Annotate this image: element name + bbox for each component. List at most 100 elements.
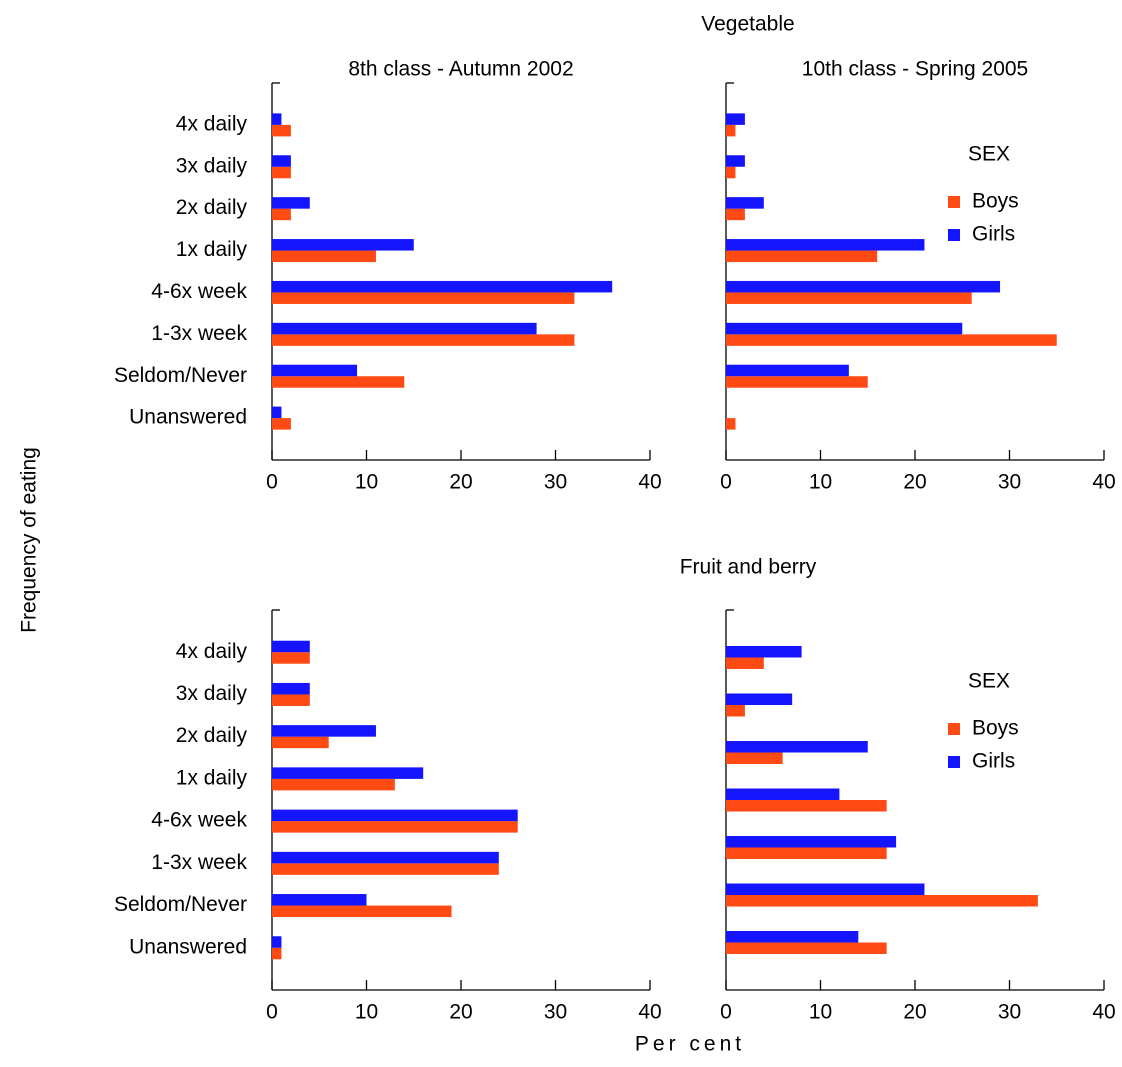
legend-swatch	[948, 756, 960, 768]
x-tick-label: 0	[720, 471, 732, 494]
legend-label: Boys	[972, 190, 1019, 213]
section-title: Vegetable	[701, 13, 794, 36]
bar	[726, 847, 887, 859]
bar	[272, 250, 376, 263]
x-tick-label: 20	[903, 471, 926, 494]
legend-swatch	[948, 196, 960, 208]
category-label: 4-6x week	[151, 280, 247, 303]
bar	[272, 322, 537, 335]
x-tick-label: 0	[720, 1001, 732, 1024]
bar	[272, 376, 405, 388]
bar	[272, 905, 452, 918]
bar	[272, 364, 358, 377]
y-axis-label: Frequency of eating	[18, 447, 41, 633]
legend-label: Boys	[972, 717, 1019, 740]
x-tick-label: 20	[449, 1001, 472, 1024]
bar	[272, 113, 282, 125]
bar	[272, 767, 424, 779]
bar	[272, 652, 310, 664]
category-label: 4x daily	[176, 112, 248, 135]
bar	[726, 364, 849, 377]
bar	[272, 334, 575, 346]
bar	[272, 725, 376, 737]
x-tick-label: 40	[1092, 471, 1115, 494]
bar	[272, 418, 291, 430]
x-tick-label: 40	[638, 1001, 661, 1024]
bar	[726, 693, 793, 705]
bar	[272, 778, 395, 791]
category-label: 1x daily	[176, 766, 248, 789]
bar	[726, 280, 1001, 293]
bar	[726, 788, 840, 800]
bar	[726, 646, 802, 658]
bar	[726, 250, 878, 263]
bar	[272, 936, 282, 948]
x-tick-label: 10	[809, 471, 832, 494]
category-label: 3x daily	[176, 154, 248, 177]
x-tick-label: 40	[1092, 1001, 1115, 1024]
bar	[726, 931, 859, 943]
x-tick-label: 30	[998, 471, 1021, 494]
bar	[272, 736, 329, 749]
category-label: 2x daily	[176, 196, 248, 219]
bar	[272, 197, 310, 209]
bar	[272, 292, 575, 304]
x-tick-label: 0	[266, 1001, 278, 1024]
bar	[272, 947, 282, 960]
bar	[272, 406, 282, 419]
x-tick-label: 30	[544, 471, 567, 494]
bar	[272, 851, 499, 864]
x-axis-label: Per cent	[635, 1033, 745, 1056]
category-label: 1-3x week	[151, 322, 247, 345]
bar	[272, 280, 613, 293]
category-label: Seldom/Never	[114, 893, 247, 916]
bar	[726, 376, 868, 388]
bar	[726, 155, 745, 167]
category-label: 3x daily	[176, 682, 248, 705]
category-label: Unanswered	[129, 406, 247, 429]
bar	[726, 752, 783, 764]
category-label: 4x daily	[176, 640, 248, 663]
bar	[726, 800, 887, 812]
legend-swatch	[948, 229, 960, 241]
bar	[272, 239, 414, 251]
bar	[272, 124, 291, 137]
bar	[272, 155, 291, 167]
bar	[726, 418, 736, 430]
legend-swatch	[948, 723, 960, 735]
x-tick-label: 10	[355, 1001, 378, 1024]
chart-title: 10th class - Spring 2005	[802, 58, 1028, 81]
x-tick-label: 40	[638, 471, 661, 494]
bar	[272, 809, 518, 822]
x-tick-label: 10	[809, 1001, 832, 1024]
bar	[726, 334, 1057, 346]
bar	[272, 894, 367, 906]
category-label: 1x daily	[176, 238, 248, 261]
bar	[726, 895, 1038, 907]
bar	[272, 682, 310, 695]
bar	[726, 239, 925, 251]
x-tick-label: 20	[903, 1001, 926, 1024]
category-label: 1-3x week	[151, 851, 247, 874]
bar	[272, 166, 291, 179]
x-tick-label: 0	[266, 471, 278, 494]
legend-label: Girls	[972, 750, 1015, 773]
bar	[726, 741, 868, 753]
bar	[726, 657, 764, 669]
x-tick-label: 10	[355, 471, 378, 494]
bar	[726, 836, 897, 848]
category-label: Unanswered	[129, 935, 247, 958]
x-tick-label: 30	[544, 1001, 567, 1024]
bar	[726, 942, 887, 954]
bar	[726, 208, 745, 221]
legend-title: SEX	[968, 143, 1010, 166]
bar	[726, 166, 736, 179]
bar	[272, 694, 310, 706]
section-title: Fruit and berry	[680, 556, 817, 579]
bar	[726, 883, 925, 895]
chart-title: 8th class - Autumn 2002	[348, 58, 573, 81]
category-label: 2x daily	[176, 724, 248, 747]
bar	[726, 322, 963, 335]
bar	[726, 124, 736, 137]
